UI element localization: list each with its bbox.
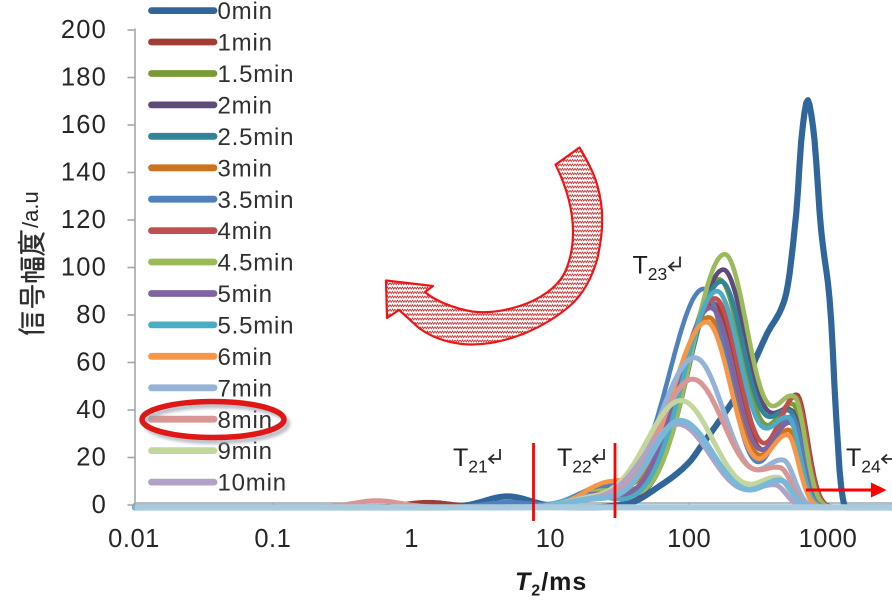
svg-text:/a.u: /a.u [18, 191, 43, 228]
svg-text:100: 100 [667, 525, 711, 553]
svg-text:160: 160 [61, 111, 107, 139]
svg-text:4min: 4min [218, 218, 273, 245]
svg-text:40: 40 [76, 396, 107, 424]
svg-text:6min: 6min [218, 344, 273, 371]
svg-text:10: 10 [536, 525, 565, 553]
svg-text:100: 100 [61, 254, 107, 282]
svg-text:0: 0 [92, 491, 107, 519]
svg-text:1: 1 [404, 525, 419, 553]
svg-text:2min: 2min [218, 93, 273, 120]
svg-text:0.01: 0.01 [108, 525, 160, 553]
svg-text:7min: 7min [218, 375, 273, 402]
svg-text:3.5min: 3.5min [218, 187, 295, 214]
svg-text:T21: T21 [453, 444, 488, 477]
svg-text:5min: 5min [218, 281, 273, 308]
svg-text:1000: 1000 [799, 525, 858, 553]
svg-text:80: 80 [76, 301, 107, 329]
svg-text:2.5min: 2.5min [218, 124, 295, 151]
svg-text:140: 140 [61, 159, 107, 187]
svg-text:180: 180 [61, 64, 107, 92]
svg-text:3min: 3min [218, 155, 273, 182]
svg-text:60: 60 [76, 349, 107, 377]
svg-text:0min: 0min [218, 0, 273, 25]
svg-text:10min: 10min [218, 470, 287, 497]
svg-text:1min: 1min [218, 30, 273, 57]
svg-text:120: 120 [61, 206, 107, 234]
svg-text:4.5min: 4.5min [218, 250, 295, 277]
svg-text:T2/ms: T2/ms [515, 568, 587, 600]
svg-text:1.5min: 1.5min [218, 61, 295, 88]
svg-text:20: 20 [76, 444, 107, 472]
svg-text:5.5min: 5.5min [218, 313, 295, 340]
svg-text:0.1: 0.1 [254, 525, 291, 553]
svg-text:200: 200 [61, 16, 107, 44]
